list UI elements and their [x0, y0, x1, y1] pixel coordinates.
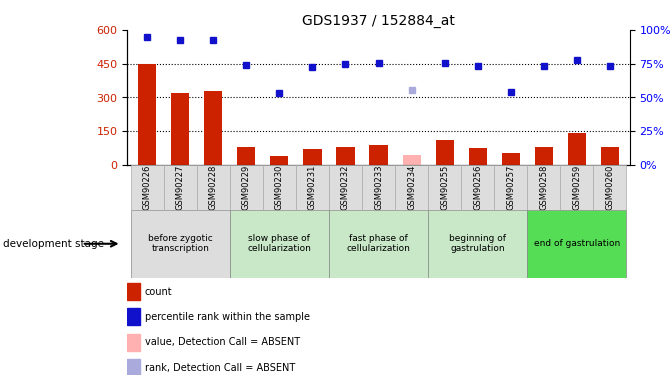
Text: GSM90228: GSM90228: [209, 165, 218, 210]
Text: before zygotic
transcription: before zygotic transcription: [148, 234, 212, 254]
Bar: [131, 165, 163, 210]
Text: GSM90231: GSM90231: [308, 165, 317, 210]
Bar: [127, 308, 140, 326]
Title: GDS1937 / 152884_at: GDS1937 / 152884_at: [302, 13, 455, 28]
Bar: [127, 334, 140, 351]
Text: rank, Detection Call = ABSENT: rank, Detection Call = ABSENT: [145, 363, 295, 372]
Text: GSM90257: GSM90257: [507, 165, 515, 210]
Text: end of gastrulation: end of gastrulation: [534, 239, 620, 248]
Bar: [468, 148, 487, 165]
Bar: [127, 283, 140, 300]
Bar: [362, 165, 395, 210]
Bar: [230, 165, 263, 210]
Bar: [163, 165, 197, 210]
Text: GSM90255: GSM90255: [440, 165, 449, 210]
Bar: [502, 153, 520, 165]
Bar: [263, 165, 296, 210]
Bar: [428, 165, 461, 210]
Bar: [270, 156, 289, 165]
Bar: [594, 165, 626, 210]
Bar: [436, 140, 454, 165]
Bar: [329, 210, 428, 278]
Bar: [403, 155, 421, 165]
Bar: [230, 210, 329, 278]
Bar: [461, 165, 494, 210]
Bar: [369, 145, 388, 165]
Text: GSM90259: GSM90259: [572, 165, 582, 210]
Bar: [138, 64, 156, 165]
Text: fast phase of
cellularization: fast phase of cellularization: [346, 234, 411, 254]
Bar: [131, 210, 230, 278]
Text: GSM90258: GSM90258: [539, 165, 548, 210]
Bar: [237, 147, 255, 165]
Bar: [336, 147, 354, 165]
Bar: [304, 149, 322, 165]
Bar: [127, 359, 140, 375]
Bar: [204, 91, 222, 165]
Text: count: count: [145, 286, 172, 297]
Text: value, Detection Call = ABSENT: value, Detection Call = ABSENT: [145, 337, 300, 347]
Bar: [527, 165, 560, 210]
Text: GSM90226: GSM90226: [143, 165, 151, 210]
Bar: [428, 210, 527, 278]
Bar: [601, 147, 619, 165]
Bar: [527, 210, 626, 278]
Bar: [494, 165, 527, 210]
Text: GSM90260: GSM90260: [606, 165, 614, 210]
Bar: [171, 93, 190, 165]
Text: GSM90227: GSM90227: [176, 165, 185, 210]
Text: percentile rank within the sample: percentile rank within the sample: [145, 312, 310, 322]
Bar: [560, 165, 594, 210]
Bar: [567, 134, 586, 165]
Bar: [395, 165, 428, 210]
Bar: [197, 165, 230, 210]
Text: GSM90229: GSM90229: [242, 165, 251, 210]
Text: beginning of
gastrulation: beginning of gastrulation: [449, 234, 507, 254]
Bar: [296, 165, 329, 210]
Bar: [329, 165, 362, 210]
Bar: [535, 147, 553, 165]
Text: GSM90230: GSM90230: [275, 165, 284, 210]
Text: GSM90233: GSM90233: [374, 165, 383, 210]
Text: GSM90234: GSM90234: [407, 165, 416, 210]
Text: GSM90232: GSM90232: [341, 165, 350, 210]
Text: slow phase of
cellularization: slow phase of cellularization: [247, 234, 312, 254]
Text: development stage: development stage: [3, 239, 105, 249]
Text: GSM90256: GSM90256: [473, 165, 482, 210]
